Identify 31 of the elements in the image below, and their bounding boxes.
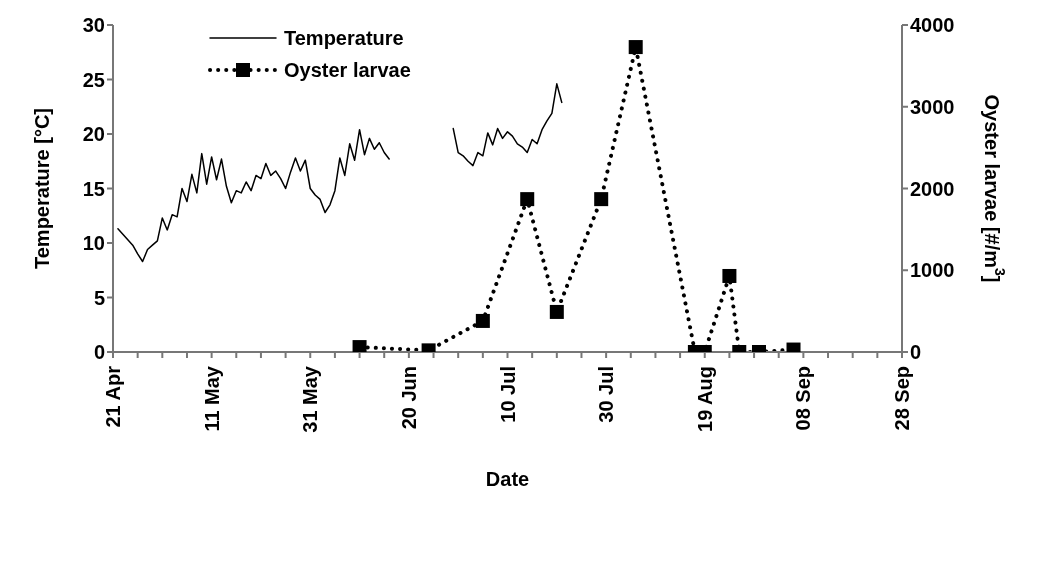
x-tick-label: 08 Sep [792,366,815,431]
y2-tick-label: 2000 [910,177,955,200]
point [594,192,609,207]
point [352,340,367,352]
legend-label: Temperature [284,26,404,51]
x-tick-label: 11 May [200,365,223,432]
y-tick-label: 20 [82,123,105,146]
x-tick-label: 28 Sep [891,366,913,431]
point [549,304,564,319]
y-axis-title: Temperature [°C] [31,108,53,269]
point [475,313,490,328]
y-tick-label: 30 [82,14,105,37]
x-axis-title: Date [485,468,530,490]
point [722,268,737,283]
x-tick-label: 10 Jul [496,366,519,423]
x-tick-label: 31 May [299,365,322,433]
y2-tick-label: 4000 [910,14,955,37]
y-tick-label: 0 [93,341,105,364]
x-tick-label: 19 Aug [693,366,716,432]
x-tick-label: 30 Jul [595,366,618,423]
y-tick-label: 25 [82,68,105,91]
legend-label: Oyster larvae [284,58,411,83]
x-tick-label: 21 Apr [102,365,124,428]
y2-tick-label: 0 [910,341,922,364]
y-tick-label: 5 [93,286,105,309]
x-tick-label: 20 Jun [397,366,420,430]
y2-tick-label: 1000 [910,259,955,282]
y2-tick-label: 3000 [910,95,955,118]
y-tick-label: 15 [82,177,105,200]
point [520,192,535,207]
y-tick-label: 10 [82,232,105,255]
